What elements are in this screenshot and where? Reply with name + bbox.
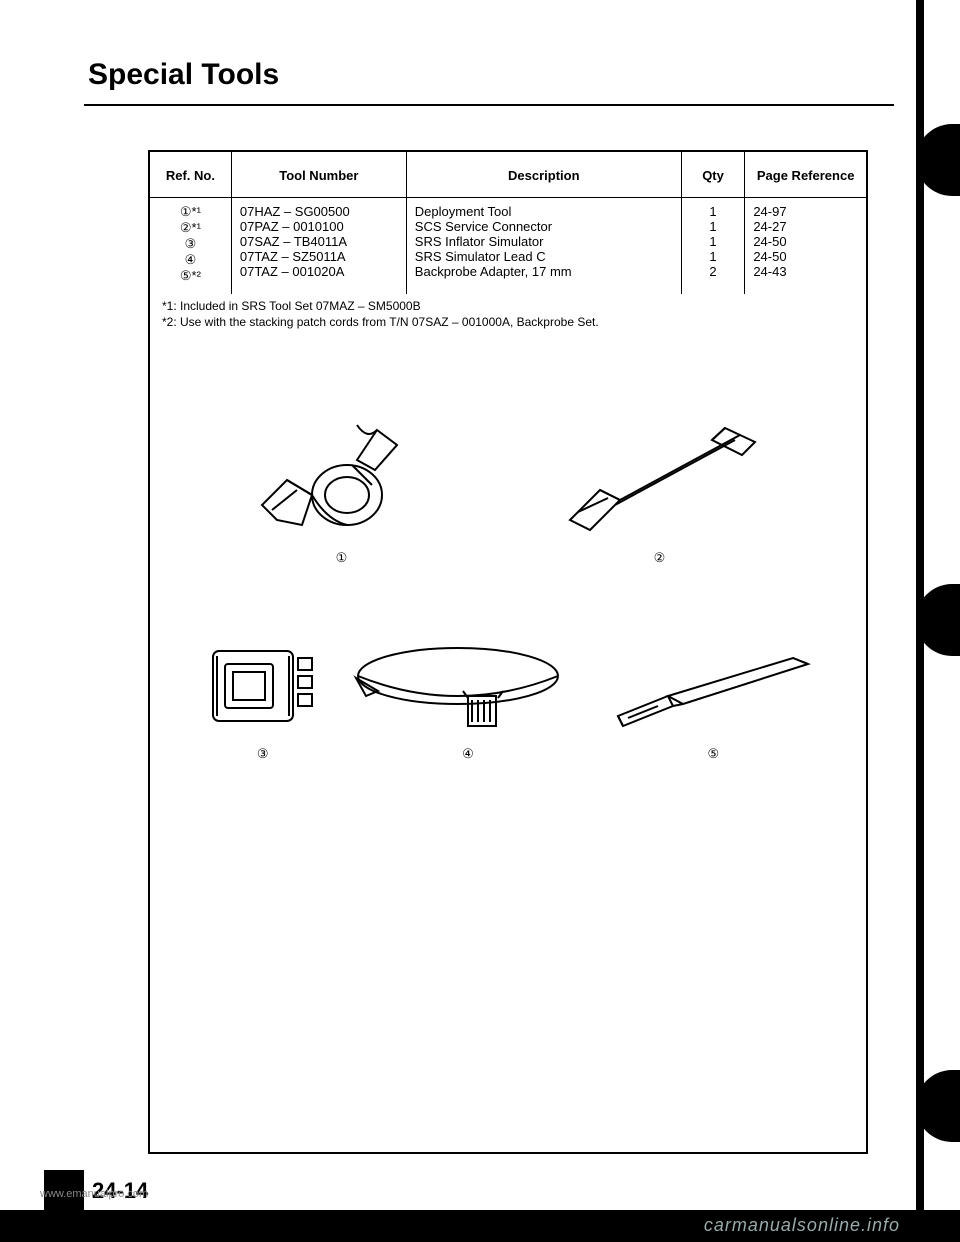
page-cell: 24-97 24-27 24-50 24-50 24-43	[745, 198, 866, 295]
tool-value: 07PAZ – 0010100	[240, 219, 398, 234]
tool-cell: 07HAZ – SG00500 07PAZ – 0010100 07SAZ – …	[231, 198, 406, 295]
ref-value: ③	[158, 236, 223, 252]
figure-3-label: ③	[257, 746, 269, 761]
desc-value: Deployment Tool	[415, 204, 673, 219]
figure-5-label: ⑤	[707, 746, 719, 761]
figure-4: ④	[348, 636, 588, 762]
desc-value: SCS Service Connector	[415, 219, 673, 234]
tool-value: 07TAZ – 001020A	[240, 264, 398, 279]
figure-row-2: ③ ④	[150, 606, 866, 762]
watermark-left: www.emanualpro.com	[40, 1188, 148, 1200]
desc-value: SRS Inflator Simulator	[415, 234, 673, 249]
qty-value: 2	[690, 264, 737, 279]
page-value: 24-97	[753, 204, 858, 219]
ref-value: ①*¹	[158, 204, 223, 220]
deployment-tool-icon	[257, 410, 427, 540]
desc-value: Backprobe Adapter, 17 mm	[415, 264, 673, 279]
ref-value: ②*¹	[158, 220, 223, 236]
th-page: Page Reference	[745, 152, 866, 198]
qty-cell: 1 1 1 1 2	[681, 198, 745, 295]
table-header-row: Ref. No. Tool Number Description Qty Pag…	[150, 152, 866, 198]
page-value: 24-43	[753, 264, 858, 279]
note-2: *2: Use with the stacking patch cords fr…	[162, 314, 854, 330]
table-notes: *1: Included in SRS Tool Set 07MAZ – SM5…	[150, 294, 866, 330]
qty-value: 1	[690, 219, 737, 234]
th-desc: Description	[406, 152, 681, 198]
inflator-simulator-icon	[203, 636, 323, 736]
desc-cell: Deployment Tool SCS Service Connector SR…	[406, 198, 681, 295]
note-1: *1: Included in SRS Tool Set 07MAZ – SM5…	[162, 298, 854, 314]
ref-cell: ①*¹ ②*¹ ③ ④ ⑤*²	[150, 198, 231, 295]
table-body-row: ①*¹ ②*¹ ③ ④ ⑤*² 07HAZ – SG00500 07PAZ – …	[150, 198, 866, 295]
watermark-right: carmanualsonline.info	[704, 1215, 900, 1236]
th-qty: Qty	[681, 152, 745, 198]
figure-1: ①	[257, 410, 427, 566]
figure-4-label: ④	[462, 746, 474, 761]
ref-value: ④	[158, 252, 223, 268]
figure-row-1: ① ②	[150, 380, 866, 566]
qty-value: 1	[690, 204, 737, 219]
qty-value: 1	[690, 234, 737, 249]
page-value: 24-27	[753, 219, 858, 234]
th-tool: Tool Number	[231, 152, 406, 198]
desc-value: SRS Simulator Lead C	[415, 249, 673, 264]
page-value: 24-50	[753, 234, 858, 249]
tool-value: 07SAZ – TB4011A	[240, 234, 398, 249]
figure-5: ⑤	[613, 646, 813, 762]
figure-3: ③	[203, 636, 323, 762]
figure-2-label: ②	[654, 550, 666, 565]
title-rule	[84, 104, 894, 106]
figure-1-label: ①	[336, 550, 348, 565]
simulator-lead-icon	[348, 636, 588, 736]
tool-value: 07TAZ – SZ5011A	[240, 249, 398, 264]
content-frame: Ref. No. Tool Number Description Qty Pag…	[148, 150, 868, 1154]
th-ref: Ref. No.	[150, 152, 231, 198]
figure-2: ②	[560, 420, 760, 566]
page-value: 24-50	[753, 249, 858, 264]
qty-value: 1	[690, 249, 737, 264]
backprobe-adapter-icon	[613, 646, 813, 736]
page-title: Special Tools	[88, 58, 279, 92]
scs-connector-icon	[560, 420, 760, 540]
ref-value: ⑤*²	[158, 268, 223, 284]
page-container: Special Tools Ref. No. Tool Number Descr…	[0, 0, 960, 1242]
tools-table: Ref. No. Tool Number Description Qty Pag…	[150, 152, 866, 294]
tool-value: 07HAZ – SG00500	[240, 204, 398, 219]
